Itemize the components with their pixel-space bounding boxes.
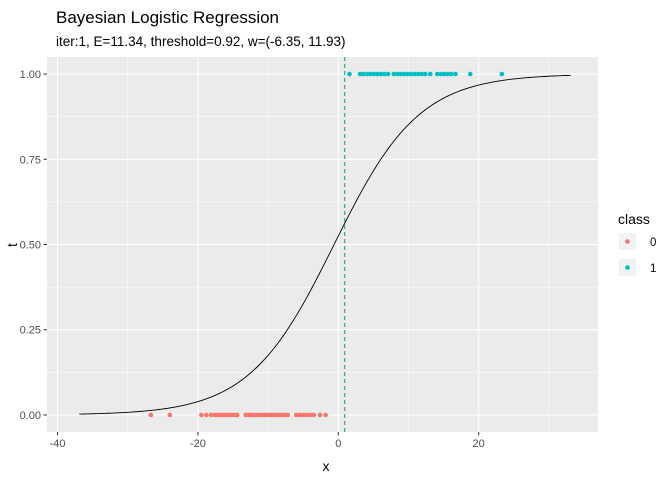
y-tick-label: 0.00 [20, 410, 41, 422]
data-point-class-0 [148, 412, 154, 418]
data-point-class-1 [347, 71, 352, 77]
data-point-class-0 [208, 412, 214, 418]
x-tick-label: 0 [335, 438, 341, 450]
data-point-class-1 [449, 71, 454, 77]
data-point-class-0 [293, 412, 299, 418]
axes-group: -40 -20 0 20 0.00 0.25 0.50 0.75 1.00 [20, 69, 485, 450]
data-point-class-1 [382, 71, 387, 77]
x-tick-label: 20 [473, 438, 485, 450]
chart-subtitle: iter:1, E=11.34, threshold=0.92, w=(-6.3… [56, 34, 346, 49]
data-point-class-0 [323, 412, 328, 418]
y-tick-label: 1.00 [20, 69, 41, 81]
data-point-class-0 [317, 412, 323, 418]
data-point-class-0 [297, 412, 302, 418]
y-axis-title: t [4, 243, 20, 247]
data-point-class-1 [441, 71, 447, 77]
data-point-class-1 [401, 71, 407, 77]
data-point-class-1 [394, 71, 400, 77]
data-point-class-1 [357, 71, 363, 77]
data-point-class-1 [368, 71, 373, 77]
legend-marker-1 [625, 265, 630, 270]
data-point-class-1 [361, 71, 366, 77]
data-point-class-1 [453, 71, 458, 77]
curve-group [79, 74, 571, 415]
data-point-class-1 [467, 71, 473, 77]
major-gridlines [47, 57, 598, 432]
data-point-class-1 [391, 71, 397, 77]
data-point-class-0 [234, 412, 240, 418]
sigmoid-curve [79, 74, 571, 415]
data-point-class-1 [364, 71, 370, 77]
x-tick-label: -20 [190, 438, 206, 450]
data-point-class-1 [427, 71, 433, 77]
data-point-class-1 [423, 71, 428, 77]
data-point-class-0 [285, 412, 291, 418]
data-point-class-1 [398, 71, 404, 77]
x-tick-label: -40 [50, 438, 66, 450]
y-tick-label: 0.25 [20, 325, 41, 337]
data-point-class-0 [304, 412, 310, 418]
legend-title: class [618, 211, 650, 227]
data-point-class-0 [199, 412, 204, 418]
data-point-class-0 [300, 412, 306, 418]
points-group [148, 71, 505, 418]
data-point-class-1 [445, 71, 451, 77]
y-tick-label: 0.75 [20, 154, 41, 166]
y-tick-label: 0.50 [20, 240, 41, 252]
legend-marker-0 [625, 239, 630, 244]
data-point-class-0 [307, 412, 313, 418]
x-axis-title: x [323, 458, 330, 474]
data-point-class-1 [412, 71, 418, 77]
data-point-class-1 [438, 71, 444, 77]
data-point-class-1 [378, 71, 384, 77]
data-point-class-1 [408, 71, 414, 77]
data-point-class-1 [375, 71, 380, 77]
data-point-class-0 [311, 412, 317, 418]
data-point-class-1 [416, 71, 421, 77]
chart-title: Bayesian Logistic Regression [56, 8, 279, 27]
legend-label-1: 1 [650, 263, 656, 275]
data-point-class-1 [385, 71, 391, 77]
legend: class 0 1 [618, 211, 656, 276]
data-point-class-1 [405, 71, 411, 77]
data-point-class-1 [371, 71, 377, 77]
data-point-class-1 [499, 71, 505, 77]
data-point-class-0 [204, 412, 209, 418]
data-point-class-0 [167, 412, 173, 418]
legend-label-0: 0 [650, 237, 656, 249]
data-point-class-1 [419, 71, 425, 77]
data-point-class-1 [434, 71, 440, 77]
